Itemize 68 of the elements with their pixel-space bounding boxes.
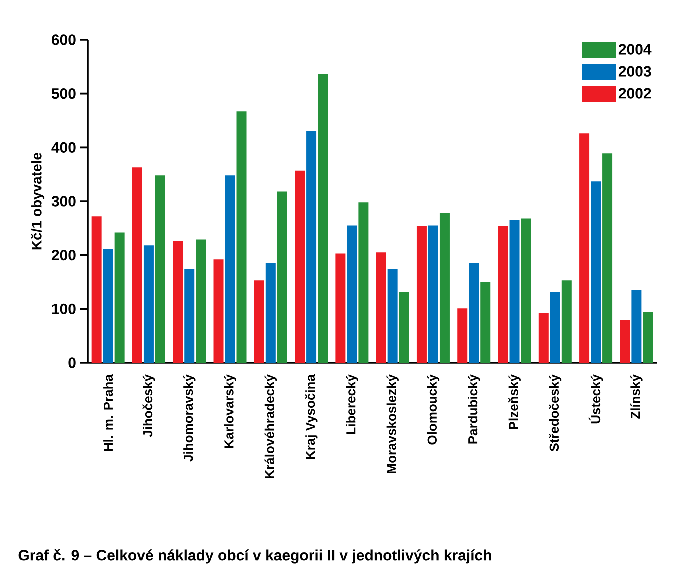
- bar: [521, 218, 532, 363]
- bar: [602, 154, 613, 363]
- bar: [399, 292, 410, 363]
- bar: [155, 176, 166, 363]
- y-tick-label: 100: [52, 304, 76, 314]
- bar: [92, 216, 102, 363]
- bar: [416, 226, 427, 363]
- bar: [173, 241, 184, 363]
- x-tick-label: Jihočeský: [142, 374, 156, 438]
- bar: [277, 192, 288, 363]
- bar: [562, 280, 572, 363]
- bar: [469, 263, 480, 363]
- bar: [225, 176, 236, 363]
- x-tick-label: Zlínský: [630, 374, 643, 419]
- bar: [306, 132, 317, 363]
- bar: [114, 232, 125, 363]
- bar: [440, 213, 450, 363]
- bar: [347, 226, 358, 363]
- bar: [214, 260, 224, 363]
- bar: [318, 74, 328, 363]
- x-tick-label: Hl. m. Praha: [104, 374, 114, 452]
- x-tick-label: Královéhradecký: [264, 374, 278, 478]
- x-tick-label: Karlovarský: [224, 374, 236, 448]
- bar: [428, 226, 438, 363]
- x-tick-label: Kraj Vysočina: [305, 374, 318, 460]
- text: Graf č. 9 – Celkové náklady obcí v kaegorii II v jednotlivých krajích: [18, 549, 492, 564]
- x-tick-label: Liberecký: [346, 374, 358, 434]
- x-tick-label: Středočeský: [549, 374, 562, 452]
- bar: [480, 282, 491, 363]
- bar: [538, 313, 549, 363]
- bar: [458, 308, 468, 363]
- bar: [550, 292, 560, 363]
- y-tick-label: 400: [52, 142, 76, 153]
- x-tick-label: Olomoucký: [427, 374, 440, 445]
- bar: [295, 170, 306, 363]
- y-tick-label: 600: [52, 34, 76, 46]
- legend-label: 2002: [618, 88, 652, 99]
- bar: [184, 269, 195, 363]
- bar: [132, 168, 142, 363]
- bar: [388, 269, 398, 363]
- bar: [144, 246, 154, 363]
- bar: [196, 240, 206, 363]
- bar: [254, 280, 264, 363]
- x-tick-label: Ústecký: [588, 374, 604, 424]
- bar: [336, 254, 346, 363]
- bar: [591, 182, 602, 363]
- bar: [376, 252, 386, 363]
- x-tick-label: Moravskoslezký: [386, 374, 399, 474]
- y-tick-label: 500: [52, 88, 76, 100]
- y-axis-title: Kč/1 obyvatele: [31, 152, 45, 250]
- bar: [643, 312, 654, 363]
- bar: [632, 290, 642, 363]
- y-tick-label: 300: [52, 196, 76, 207]
- bar: [236, 112, 247, 363]
- bar: [266, 263, 276, 363]
- bar: [358, 202, 369, 363]
- x-tick-label: Pardubický: [468, 374, 480, 444]
- legend-label: 2003: [618, 66, 652, 77]
- bar: [103, 249, 114, 363]
- bar: [620, 320, 630, 363]
- bar: [580, 134, 590, 363]
- legend-label: 2004: [618, 44, 652, 55]
- y-tick-label: 200: [52, 250, 76, 261]
- bar: [510, 220, 520, 363]
- x-tick-label: Plzeňský: [508, 374, 521, 430]
- bar: [498, 226, 508, 363]
- y-tick-label: 0: [68, 358, 76, 368]
- x-tick-label: Jihomoravský: [183, 374, 196, 462]
